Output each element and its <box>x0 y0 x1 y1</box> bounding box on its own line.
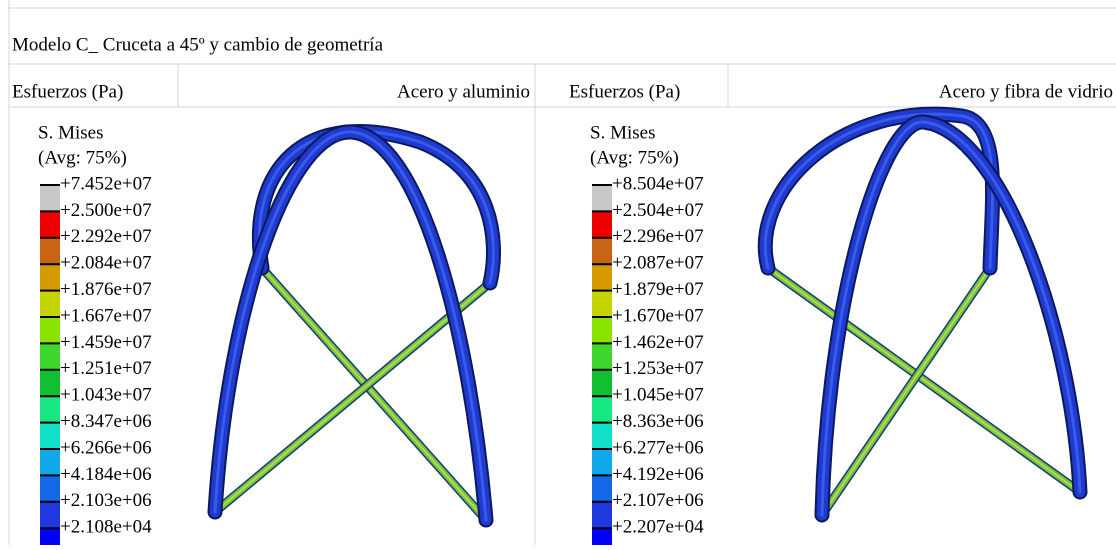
title: Modelo C_ Cruceta a 45º y cambio de geom… <box>12 34 384 55</box>
legend-subtitle: (Avg: 75%) <box>590 147 679 168</box>
legend-swatch <box>592 238 612 264</box>
legend-title: S. Mises <box>38 122 103 143</box>
legend-label: +6.266e+06 <box>60 437 152 458</box>
legend-label: +4.192e+06 <box>612 464 704 485</box>
legend-swatch <box>592 396 612 422</box>
legend-swatch <box>40 370 60 396</box>
header-left: Esfuerzos (Pa) <box>569 81 680 102</box>
legend-label: +2.087e+07 <box>612 253 704 274</box>
legend-label: +2.500e+07 <box>60 200 152 221</box>
legend-swatch <box>40 502 60 528</box>
legend-swatch <box>40 264 60 290</box>
legend-swatch <box>40 238 60 264</box>
legend-swatch <box>592 211 612 237</box>
legend-label: +1.045e+07 <box>612 385 704 406</box>
header-left: Esfuerzos (Pa) <box>12 81 123 102</box>
legend-label: +2.207e+04 <box>612 517 704 538</box>
legend-swatch <box>40 211 60 237</box>
legend-label: +8.504e+07 <box>612 173 704 194</box>
legend-label: +1.459e+07 <box>60 332 152 353</box>
legend-subtitle: (Avg: 75%) <box>38 147 127 168</box>
legend-swatch <box>40 475 60 501</box>
legend-swatch <box>592 370 612 396</box>
legend-label: +2.084e+07 <box>60 253 152 274</box>
header-right: Acero y fibra de vidrio <box>939 81 1113 102</box>
legend-label: +1.876e+07 <box>60 279 152 300</box>
legend-swatch <box>592 502 612 528</box>
legend-swatch <box>40 449 60 475</box>
legend-swatch <box>40 343 60 369</box>
header-right: Acero y aluminio <box>397 81 530 102</box>
legend-swatch <box>592 264 612 290</box>
legend-label: +7.452e+07 <box>60 173 152 194</box>
legend-label: +1.251e+07 <box>60 358 152 379</box>
legend-label: +1.670e+07 <box>612 305 704 326</box>
legend-swatch <box>40 291 60 317</box>
legend-label: +2.107e+06 <box>612 490 704 511</box>
legend-label: +2.108e+04 <box>60 517 152 538</box>
legend-swatch <box>40 185 60 211</box>
legend-swatch <box>592 343 612 369</box>
legend-swatch <box>592 185 612 211</box>
legend-label: +1.253e+07 <box>612 358 704 379</box>
legend-title: S. Mises <box>590 122 655 143</box>
legend-swatch <box>592 475 612 501</box>
legend-label: +2.504e+07 <box>612 200 704 221</box>
legend-swatch <box>592 528 612 545</box>
legend-swatch <box>592 449 612 475</box>
legend-label: +8.347e+06 <box>60 411 152 432</box>
legend-swatch <box>40 317 60 343</box>
legend-swatch <box>40 423 60 449</box>
page: Modelo C_ Cruceta a 45º y cambio de geom… <box>0 0 1116 545</box>
legend-swatch <box>40 396 60 422</box>
legend-swatch <box>592 291 612 317</box>
legend-swatch <box>40 528 60 545</box>
legend-label: +4.184e+06 <box>60 464 152 485</box>
legend-swatch <box>592 317 612 343</box>
legend-label: +2.296e+07 <box>612 226 704 247</box>
legend-swatch <box>592 423 612 449</box>
legend-label: +1.667e+07 <box>60 305 152 326</box>
legend-label: +1.043e+07 <box>60 385 152 406</box>
legend-label: +2.103e+06 <box>60 490 152 511</box>
legend-label: +6.277e+06 <box>612 437 704 458</box>
legend-label: +1.462e+07 <box>612 332 704 353</box>
legend-label: +2.292e+07 <box>60 226 152 247</box>
legend-label: +8.363e+06 <box>612 411 704 432</box>
legend-label: +1.879e+07 <box>612 279 704 300</box>
